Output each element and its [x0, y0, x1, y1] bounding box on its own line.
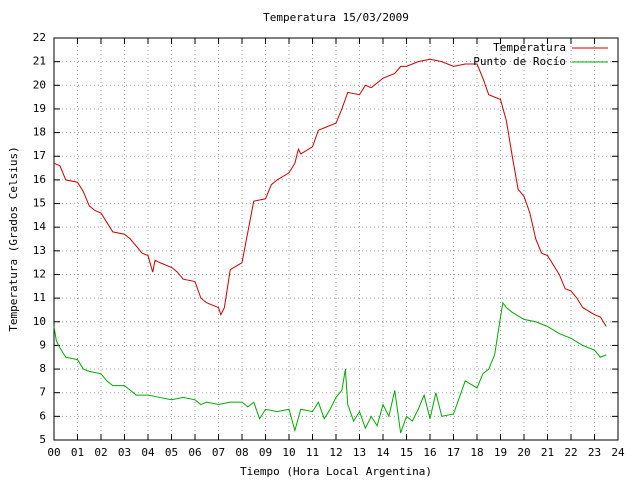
- y-tick-label: 12: [33, 267, 46, 280]
- x-tick-label: 01: [71, 446, 84, 459]
- legend-label: Temperatura: [493, 41, 566, 54]
- x-tick-label: 11: [306, 446, 319, 459]
- line: [53, 301, 607, 434]
- x-tick-label: 04: [141, 446, 155, 459]
- x-tick-label: 03: [118, 446, 131, 459]
- x-tick-label: 12: [329, 446, 342, 459]
- chart-title: Temperatura 15/03/2009: [263, 11, 409, 24]
- y-tick-label: 22: [33, 31, 46, 44]
- y-tick-label: 18: [33, 126, 46, 139]
- x-tick-label: 13: [353, 446, 366, 459]
- y-tick-label: 14: [33, 220, 47, 233]
- x-tick-label: 02: [94, 446, 107, 459]
- x-axis-label: Tiempo (Hora Local Argentina): [240, 465, 432, 478]
- y-axis-label: Temperatura (Grados Celsius): [7, 146, 20, 331]
- x-tick-label: 22: [564, 446, 577, 459]
- x-tick-label: 19: [494, 446, 507, 459]
- y-tick-label: 9: [39, 338, 46, 351]
- y-tick-label: 17: [33, 149, 46, 162]
- x-tick-label: 05: [165, 446, 178, 459]
- x-tick-label: 09: [259, 446, 272, 459]
- y-tick-label: 6: [39, 409, 46, 422]
- y-tick-label: 13: [33, 244, 46, 257]
- x-tick-label: 20: [517, 446, 530, 459]
- x-tick-label: 23: [588, 446, 601, 459]
- x-tick-label: 24: [611, 446, 625, 459]
- x-tick-label: 00: [47, 446, 60, 459]
- y-tick-label: 21: [33, 55, 46, 68]
- y-tick-label: 15: [33, 197, 46, 210]
- y-tick-label: 8: [39, 362, 46, 375]
- x-tick-label: 16: [423, 446, 436, 459]
- x-tick-label: 06: [188, 446, 201, 459]
- y-tick-label: 5: [39, 433, 46, 446]
- y-tick-label: 20: [33, 78, 46, 91]
- y-tick-label: 10: [33, 315, 46, 328]
- x-tick-label: 08: [235, 446, 248, 459]
- x-tick-label: 17: [447, 446, 460, 459]
- y-tick-label: 16: [33, 173, 46, 186]
- y-tick-label: 19: [33, 102, 46, 115]
- y-tick-label: 7: [39, 386, 46, 399]
- x-tick-label: 14: [376, 446, 390, 459]
- x-tick-label: 10: [282, 446, 295, 459]
- legend-label: Punto de Rocío: [473, 55, 566, 68]
- y-tick-label: 11: [33, 291, 46, 304]
- line: [53, 58, 607, 327]
- plot-border: [53, 37, 619, 441]
- x-tick-label: 21: [541, 446, 554, 459]
- x-tick-label: 07: [212, 446, 225, 459]
- x-tick-label: 15: [400, 446, 413, 459]
- x-tick-label: 18: [470, 446, 483, 459]
